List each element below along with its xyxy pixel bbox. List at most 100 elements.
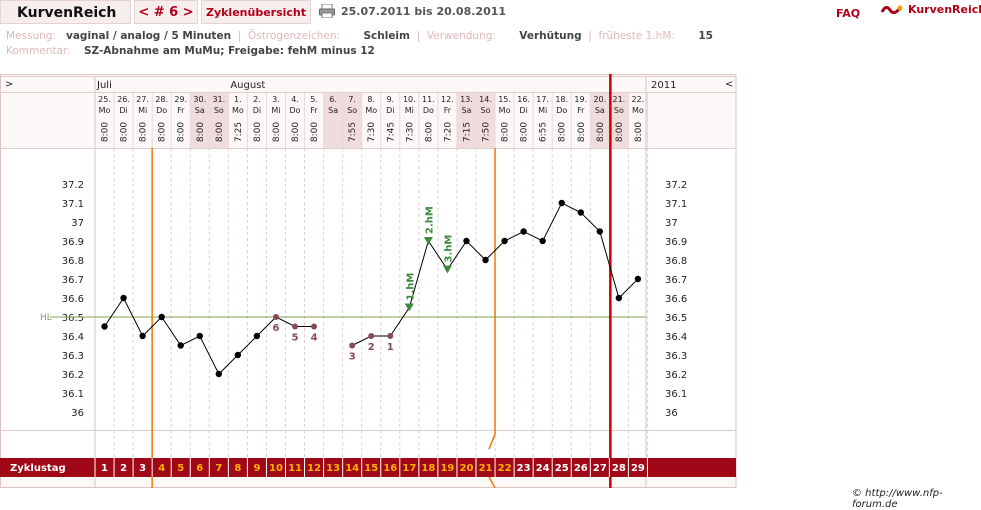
day-date: 11. (422, 95, 435, 104)
day-date: 27. (136, 95, 149, 104)
day-date: 18. (555, 95, 568, 104)
temp-point (177, 342, 184, 349)
measurement-value: vaginal / analog / 5 Minuten (66, 30, 232, 42)
cycle-navigation[interactable]: < # 6 > (134, 0, 198, 24)
printer-icon[interactable] (319, 4, 335, 18)
day-date: 15. (498, 95, 511, 104)
day-weekday: Mo (232, 106, 244, 115)
faq-link[interactable]: FAQ (836, 7, 861, 20)
y-tick-right: 36.2 (665, 370, 687, 381)
month-label: August (230, 80, 265, 91)
cycle-day-label: Zyklustag (10, 463, 66, 474)
cycle-day-number: 26 (574, 463, 588, 474)
day-time: 7:50 (482, 122, 492, 142)
day-time: 8:00 (177, 122, 187, 142)
day-date: 13. (460, 95, 473, 104)
temp-point (482, 256, 489, 264)
y-tick-right: 37.1 (665, 199, 687, 210)
y-tick-left: 36.2 (62, 370, 84, 381)
cycle-day-number: 13 (326, 463, 340, 474)
day-weekday: Mo (632, 106, 644, 115)
temp-point (196, 332, 203, 340)
curve-logo-icon (880, 5, 903, 15)
day-date: 3. (272, 95, 280, 104)
estrogen-label: Östrogenzeichen: (247, 30, 341, 42)
weekend-shade (323, 93, 343, 148)
temp-point (139, 332, 146, 340)
day-time: 7:20 (443, 122, 453, 142)
day-weekday: Do (423, 106, 434, 115)
info-line-1: Messung: vaginal / analog / 5 Minuten | … (6, 30, 713, 42)
month-label: Juli (96, 80, 112, 91)
info-line-2: Kommentar: SZ-Abnahme am MuMu; Freigabe:… (6, 45, 375, 57)
day-weekday: So (481, 106, 491, 115)
high-count-label: 2.hM (424, 206, 435, 234)
day-date: 28. (155, 95, 168, 104)
day-weekday: Do (156, 106, 167, 115)
cycle-day-number: 21 (479, 463, 493, 474)
day-weekday: Mi (138, 106, 147, 115)
y-axis-right-area (646, 148, 735, 458)
cycle-day-number: 29 (631, 463, 645, 474)
day-time: 8:00 (520, 122, 530, 142)
day-date: 16. (517, 95, 530, 104)
day-time: 8:00 (101, 122, 111, 142)
day-weekday: So (214, 106, 224, 115)
day-date: 4. (291, 95, 299, 104)
logo[interactable]: KurvenReich (880, 2, 981, 22)
temp-point (158, 313, 165, 321)
cycle-day-number: 27 (593, 463, 607, 474)
earliest-label: früheste 1.hM: (598, 30, 675, 42)
y-tick-left: 36.6 (62, 294, 84, 305)
weekend-shade (456, 93, 476, 148)
date-range: 25.07.2011 bis 20.08.2011 (341, 5, 507, 18)
logo-text: KurvenReich (908, 3, 981, 16)
nav-left-arrow[interactable]: > (5, 79, 13, 90)
day-date: 14. (479, 95, 492, 104)
y-tick-left: 36 (71, 408, 84, 419)
day-date: 1. (234, 95, 242, 104)
orange-cycle-line (488, 148, 496, 488)
day-weekday: Mi (405, 106, 414, 115)
day-weekday: Mi (271, 106, 280, 115)
y-tick-left: 36.7 (62, 275, 84, 286)
cycle-day-number: 1 (101, 463, 108, 474)
cycle-day-number: 8 (234, 463, 241, 474)
day-time: 8:00 (158, 122, 168, 142)
weekend-shade (209, 93, 229, 148)
weekend-shade (342, 93, 362, 148)
day-time: 7:55 (348, 122, 358, 142)
temp-point (101, 323, 108, 330)
brand-title[interactable]: KurvenReich (0, 0, 131, 24)
low-count-label: 1 (387, 342, 394, 353)
day-date: 30. (193, 95, 206, 104)
day-time: 8:00 (291, 122, 301, 142)
cycle-overview-link[interactable]: Zyklenübersicht (201, 0, 311, 24)
day-weekday: Mi (538, 106, 547, 115)
day-time: 8:00 (634, 122, 644, 142)
day-weekday: Mo (99, 106, 111, 115)
cycle-day-number: 4 (158, 463, 165, 474)
day-time: 7:25 (234, 122, 244, 142)
day-time: 8:00 (253, 122, 263, 142)
high-temp-marker (423, 237, 433, 245)
low-temp-point (272, 314, 279, 320)
day-weekday: Sa (461, 106, 471, 115)
cycle-day-number: 28 (612, 463, 626, 474)
cycle-day-number: 18 (421, 463, 435, 474)
day-date: 22. (632, 95, 645, 104)
y-tick-left: 37.2 (62, 180, 84, 191)
copyright-text: © http://www.nfp-forum.de (852, 488, 943, 510)
day-weekday: Do (556, 106, 567, 115)
day-time: 7:30 (405, 122, 415, 142)
nav-right-arrow[interactable]: < (725, 79, 733, 90)
day-time: 6:55 (539, 122, 549, 142)
usage-value: Verhütung (519, 30, 582, 42)
temp-point (501, 237, 508, 245)
day-date: 8. (367, 95, 375, 104)
cycle-day-number: 2 (120, 463, 127, 474)
y-tick-left: 37 (71, 218, 84, 229)
usage-label: Verwendung: (426, 30, 496, 42)
day-weekday: Di (386, 106, 394, 115)
